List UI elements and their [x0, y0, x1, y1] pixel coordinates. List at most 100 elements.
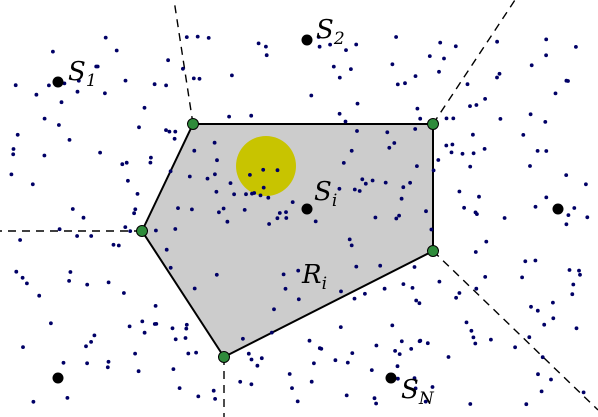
sample-point [437, 69, 441, 74]
sample-point [495, 39, 499, 44]
sample-point [349, 67, 353, 71]
sample-point [333, 358, 338, 363]
sample-point [577, 268, 581, 273]
sample-point [495, 75, 499, 80]
sample-point [403, 81, 407, 86]
sample-point [205, 176, 210, 181]
sample-point [347, 237, 352, 242]
sample-point [191, 76, 196, 81]
sample-point [47, 83, 51, 88]
sample-point [328, 42, 332, 47]
sample-point [149, 155, 153, 160]
sample-point [425, 341, 430, 346]
sample-point [284, 210, 288, 215]
sample-point [483, 275, 488, 279]
sample-point [349, 243, 354, 248]
sample-point [135, 192, 140, 196]
region-vertices [136, 118, 439, 363]
sample-point [57, 123, 61, 127]
sample-point [196, 394, 201, 399]
sample-point [214, 189, 219, 194]
sample-point [523, 259, 528, 264]
sample-point [418, 338, 423, 343]
sample-point [176, 206, 180, 211]
sample-point [68, 270, 73, 274]
sample-point [67, 138, 72, 142]
sample-point [258, 193, 263, 198]
sample-point [331, 64, 336, 69]
sample-point [183, 336, 188, 340]
sample-point [584, 182, 588, 187]
sample-point [255, 363, 260, 368]
sample-point [319, 346, 324, 351]
sample-point [190, 207, 194, 212]
sample-point [246, 351, 251, 356]
sample-point [401, 185, 406, 190]
sample-point [338, 325, 343, 329]
sample-point [164, 83, 169, 88]
sample-point [264, 53, 269, 58]
sample-point [468, 164, 473, 169]
sample-point [453, 44, 458, 49]
sample-point [357, 189, 362, 193]
sample-point [412, 376, 417, 381]
sample-point [564, 173, 569, 178]
sites [52, 34, 564, 384]
sample-point [140, 319, 145, 324]
sample-point [539, 389, 544, 394]
sample-point [256, 41, 261, 46]
highlight-disk [236, 136, 296, 196]
sample-point [544, 53, 548, 58]
sample-point [520, 275, 524, 280]
sample-point [345, 360, 350, 365]
sample-point [460, 151, 465, 156]
sample-point [465, 82, 470, 87]
site-s1 [52, 76, 64, 88]
sample-point [132, 211, 137, 216]
sample-point [106, 359, 111, 364]
sample-point [533, 204, 538, 209]
sample-point [528, 112, 533, 117]
sample-point [75, 234, 79, 238]
sample-point [186, 351, 191, 356]
sample-point [471, 335, 476, 340]
site-sn [385, 372, 397, 384]
sample-point [578, 272, 582, 277]
sample-point [168, 169, 173, 174]
sample-point [213, 172, 217, 177]
sample-point [241, 336, 245, 341]
sample-point [410, 286, 415, 290]
sample-point [498, 117, 503, 121]
voronoi-region [140, 123, 434, 359]
sample-point [173, 337, 178, 342]
sample-point [521, 133, 526, 137]
sample-point [542, 322, 547, 327]
sample-point [116, 243, 121, 248]
sample-point [469, 328, 474, 333]
region-vertex [187, 118, 199, 130]
sample-point [417, 301, 422, 306]
sample-point [536, 372, 540, 377]
sample-point [450, 142, 455, 147]
sample-point [572, 206, 577, 210]
sample-point [187, 174, 192, 179]
sample-point [114, 48, 119, 53]
sample-point [553, 91, 558, 96]
sample-point [266, 195, 271, 200]
sample-point [75, 89, 80, 94]
sample-point [393, 349, 397, 353]
sample-point [31, 399, 36, 404]
boundary-edge-bottom-right [432, 250, 598, 411]
region-vertex [218, 351, 230, 363]
sample-point [549, 377, 553, 382]
sample-point [312, 361, 316, 366]
sample-point [249, 357, 254, 362]
region-label: Ri [301, 260, 327, 294]
sample-point [181, 66, 185, 71]
sample-point [352, 187, 357, 192]
sample-point [197, 76, 202, 81]
site-s5 [552, 203, 564, 215]
sample-point [287, 372, 292, 376]
sample-point [120, 162, 125, 167]
